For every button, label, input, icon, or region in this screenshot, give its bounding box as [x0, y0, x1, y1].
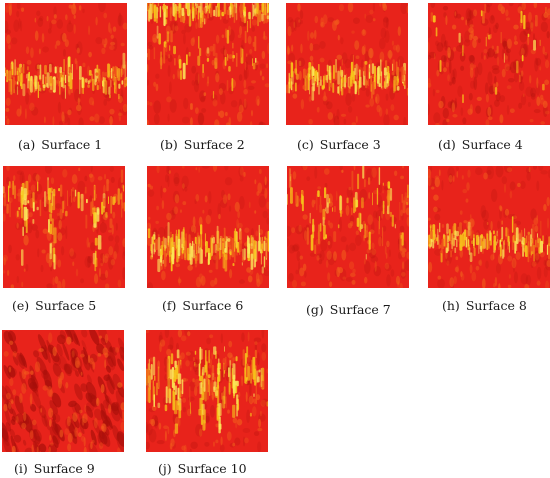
- caption-label: (c): [297, 137, 314, 152]
- caption-text: Surface 5: [35, 298, 97, 313]
- caption-label: (g): [306, 302, 324, 317]
- caption-surface-8: (h) Surface 8: [442, 299, 527, 313]
- caption-surface-2: (b) Surface 2: [160, 138, 245, 152]
- caption-label: (b): [160, 137, 178, 152]
- caption-surface-3: (c) Surface 3: [297, 138, 381, 152]
- caption-text: Surface 4: [461, 137, 523, 152]
- surface-texture: [428, 3, 550, 125]
- caption-surface-6: (f) Surface 6: [162, 299, 243, 313]
- surface-4-image: [428, 3, 550, 125]
- caption-text: Surface 2: [183, 137, 245, 152]
- caption-text: Surface 9: [33, 461, 95, 476]
- surface-6-image: [147, 166, 269, 288]
- surface-texture: [2, 330, 124, 452]
- caption-label: (j): [158, 461, 172, 476]
- caption-text: Surface 3: [319, 137, 381, 152]
- caption-surface-1: (a) Surface 1: [18, 138, 102, 152]
- caption-label: (i): [14, 461, 28, 476]
- caption-surface-5: (e) Surface 5: [12, 299, 96, 313]
- surface-3-image: [286, 3, 408, 125]
- surface-8-image: [428, 166, 550, 288]
- caption-surface-9: (i) Surface 9: [14, 462, 95, 476]
- caption-surface-10: (j) Surface 10: [158, 462, 247, 476]
- caption-surface-7: (g) Surface 7: [306, 303, 391, 317]
- surface-texture: [286, 3, 408, 125]
- caption-text: Surface 1: [41, 137, 103, 152]
- caption-surface-4: (d) Surface 4: [438, 138, 523, 152]
- caption-label: (d): [438, 137, 456, 152]
- caption-text: Surface 8: [465, 298, 527, 313]
- surface-10-image: [146, 330, 268, 452]
- surface-9-image: [2, 330, 124, 452]
- caption-label: (e): [12, 298, 30, 313]
- caption-label: (h): [442, 298, 460, 313]
- surface-texture: [428, 166, 550, 288]
- caption-label: (a): [18, 137, 36, 152]
- surface-7-image: [287, 166, 409, 288]
- surface-texture: [3, 166, 125, 288]
- surface-texture: [147, 166, 269, 288]
- caption-label: (f): [162, 298, 177, 313]
- surface-texture: [5, 3, 127, 125]
- surface-2-image: [147, 3, 269, 125]
- surface-5-image: [3, 166, 125, 288]
- caption-text: Surface 7: [329, 302, 391, 317]
- caption-text: Surface 10: [177, 461, 247, 476]
- surface-1-image: [5, 3, 127, 125]
- surface-texture: [287, 166, 409, 288]
- caption-text: Surface 6: [182, 298, 244, 313]
- surface-texture: [146, 330, 268, 452]
- surface-texture: [147, 3, 269, 125]
